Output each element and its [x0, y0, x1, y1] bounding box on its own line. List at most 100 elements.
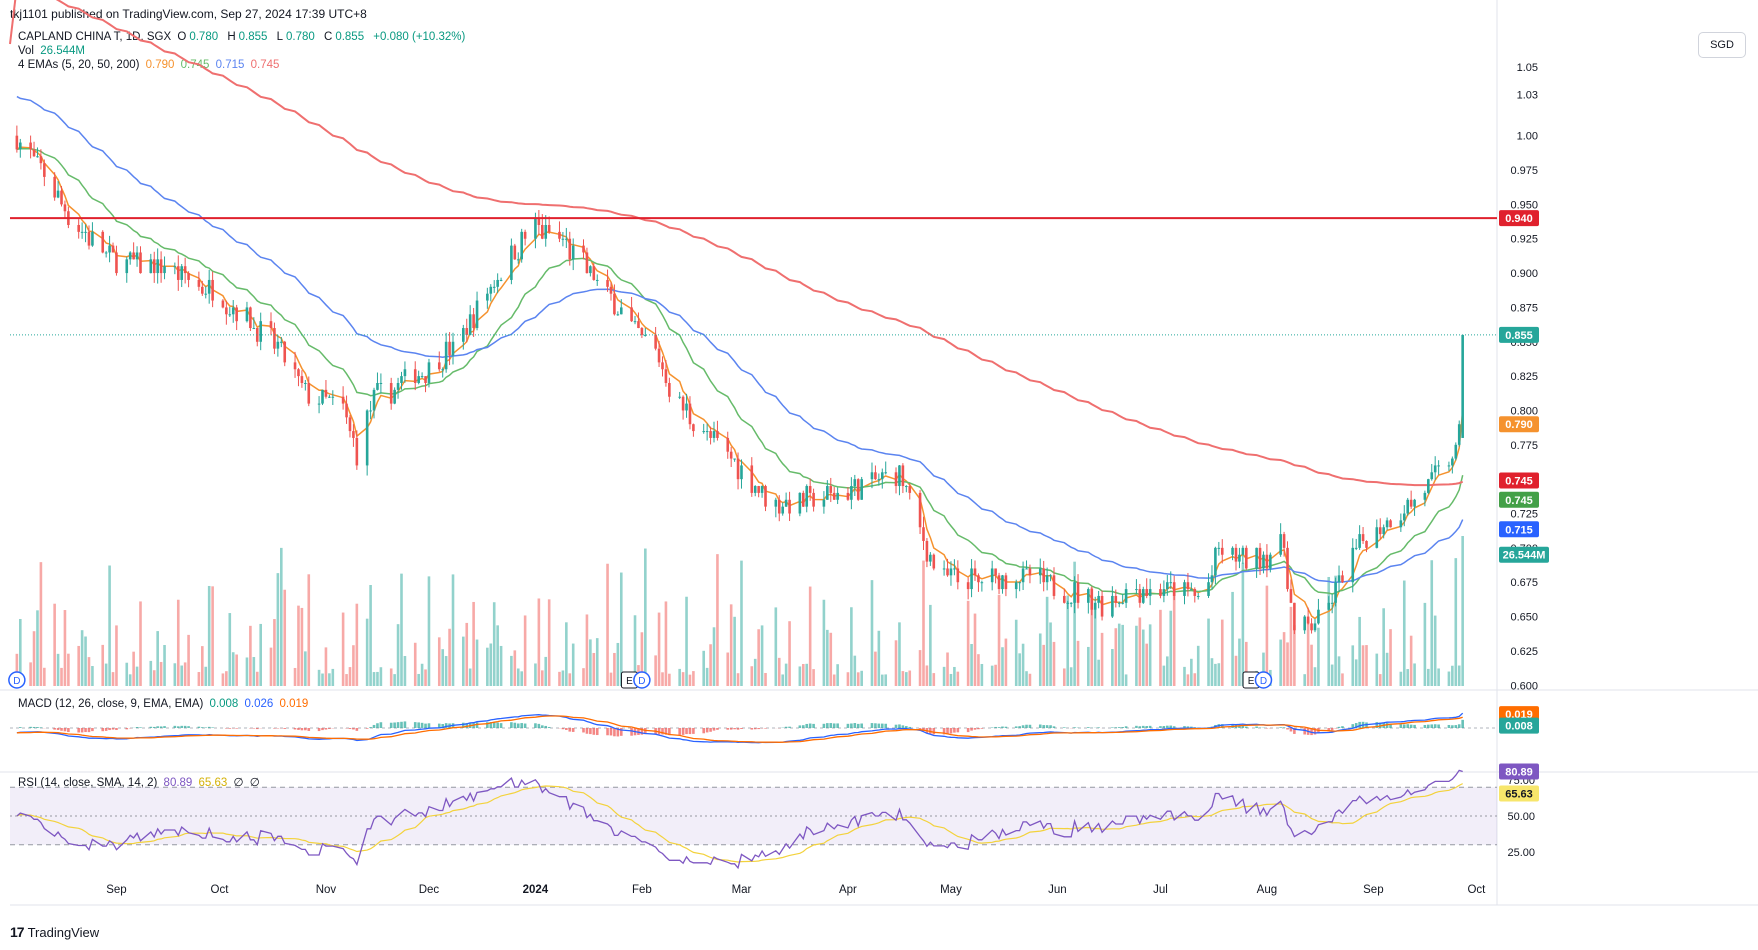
macd-hist-bar: [324, 728, 328, 730]
dividend-marker-icon: [8, 671, 26, 689]
price-tick-label: 0.650: [1510, 612, 1538, 624]
volume-bar: [966, 600, 970, 686]
volume-bar: [1286, 642, 1289, 686]
volume-bar: [1148, 624, 1152, 686]
candle-body: [609, 286, 613, 294]
candle-body: [486, 293, 489, 301]
macd-hist-bar: [159, 726, 163, 728]
ema5-line: [16, 146, 1464, 620]
candle-body: [681, 396, 685, 411]
candle-body: [496, 279, 499, 287]
volume-bar: [400, 573, 403, 686]
macd-hist-bar: [1289, 728, 1293, 732]
candle-body: [616, 314, 620, 316]
macd-hist-bar: [764, 728, 767, 729]
macd-hist-bar: [1327, 728, 1331, 732]
macd-hist-bar: [1145, 726, 1149, 728]
volume-bar: [63, 610, 67, 686]
volume-bar: [273, 619, 276, 686]
macd-signal-price-label: 0.019: [1505, 709, 1533, 721]
price-tick-label: 0.625: [1510, 646, 1538, 658]
volume-bar: [788, 621, 791, 686]
macd-hist-bar: [67, 728, 70, 733]
macd-hist-bar: [589, 728, 592, 735]
macd-hist-bar: [1166, 725, 1169, 728]
candle-body: [1255, 547, 1258, 569]
volume-bar: [1293, 625, 1296, 686]
candle-body: [537, 218, 541, 225]
volume-bar: [87, 657, 91, 686]
macd-hist-bar: [420, 722, 424, 728]
macd-hist-bar: [1190, 726, 1193, 728]
macd-hist-bar: [111, 728, 115, 730]
volume-bar: [32, 631, 36, 686]
candle-body: [571, 245, 575, 260]
candle-body: [180, 266, 184, 280]
volume-bar: [901, 671, 905, 686]
candle-body: [197, 279, 201, 287]
macd-hist-bar: [1303, 728, 1306, 735]
macd-line-value: 0.026: [244, 698, 274, 710]
time-tick-label: May: [940, 884, 962, 896]
candle-body: [1310, 623, 1313, 631]
volume-bar: [437, 637, 441, 686]
volume-bar: [619, 572, 623, 686]
volume-bar: [808, 586, 812, 686]
ema50-price-label: 0.715: [1505, 524, 1533, 536]
volume-bar: [1141, 629, 1145, 686]
volume-bar: [1193, 673, 1197, 686]
candle-body: [163, 266, 166, 274]
price-tick-label: 0.675: [1510, 577, 1538, 589]
volume-bar: [1389, 629, 1392, 686]
volume-bar: [870, 580, 874, 686]
candle-body: [777, 499, 781, 514]
macd-hist-bar: [273, 728, 276, 729]
macd-hist-bar: [561, 728, 565, 730]
volume-bar: [836, 664, 839, 686]
change-value: +0.080 (+10.32%): [373, 31, 466, 43]
candle-body: [304, 382, 307, 384]
macd-hist-bar: [496, 722, 499, 728]
macd-hist-bar: [801, 725, 805, 728]
macd-hist-bar: [692, 728, 695, 734]
time-tick-label: Jul: [1153, 884, 1168, 896]
candle-body: [997, 575, 1001, 590]
volume-bar: [582, 668, 585, 686]
macd-hist-bar: [750, 728, 754, 730]
candle-body: [1214, 547, 1217, 576]
volume-bar: [692, 671, 695, 686]
time-tick-label: Sep: [1363, 884, 1383, 896]
macd-hist-bar: [104, 728, 108, 731]
volume-bar: [1117, 623, 1121, 686]
candle-body: [1262, 554, 1265, 569]
low-value: 0.780: [286, 31, 315, 43]
candle-body: [293, 362, 297, 370]
macd-hist-bar: [850, 723, 853, 728]
price-tick-label: 0.700: [1510, 543, 1538, 555]
candle-body: [510, 245, 513, 280]
volume-bar: [953, 666, 956, 686]
volume-bar: [942, 666, 946, 686]
candle-body: [685, 403, 688, 411]
macd-hist-bar: [355, 728, 359, 731]
candle-body: [376, 382, 379, 390]
volume-bar: [1354, 659, 1358, 686]
price-tick-label: 0.825: [1510, 371, 1538, 383]
volume-bar: [956, 671, 960, 686]
price-tick-label: 0.900: [1510, 268, 1538, 280]
currency-button[interactable]: SGD: [1698, 32, 1746, 58]
price-tick-label: 0.600: [1510, 680, 1538, 692]
volume-bar: [393, 674, 396, 686]
candle-body: [1172, 582, 1176, 596]
volume-bar: [1402, 580, 1406, 686]
candle-body: [1427, 479, 1430, 493]
volume-bar: [558, 671, 561, 686]
macd-hist-bar: [784, 726, 788, 728]
volume-bar: [221, 673, 225, 686]
candle-body: [644, 334, 647, 336]
time-tick-label: Nov: [316, 884, 337, 896]
candle-body: [437, 362, 441, 370]
macd-hist-bar: [1389, 723, 1392, 728]
ema5-price-label-bg: [1499, 416, 1539, 433]
